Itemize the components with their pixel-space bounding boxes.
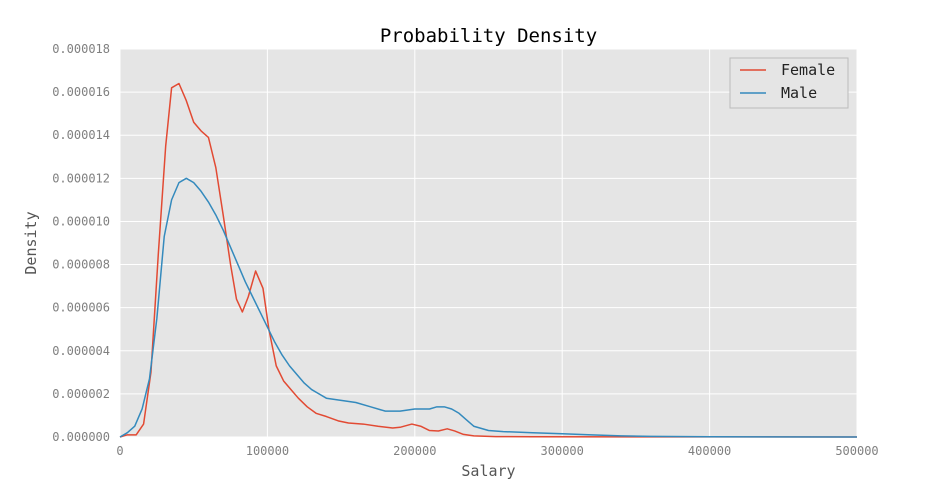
x-tick-label: 400000 [688,444,731,458]
y-tick-label: 0.000012 [52,171,110,185]
x-tick-label: 200000 [393,444,436,458]
legend: Female Male [729,57,849,109]
y-tick-label: 0.000010 [52,214,110,228]
y-tick-label: 0.000002 [52,387,110,401]
y-tick-label: 0.000008 [52,258,110,272]
series-lines [119,82,858,438]
plot-area [120,49,857,437]
chart-title: Probability Density [380,25,597,47]
series-line-male [119,177,858,438]
x-tick-label: 500000 [835,444,878,458]
y-tick-label: 0.000006 [52,301,110,315]
x-tick-labels: 0 100000 200000 300000 400000 500000 [116,444,878,458]
series-line-female [119,82,858,438]
legend-label-male: Male [781,84,817,102]
y-tick-label: 0.000004 [52,344,110,358]
y-tick-label: 0.000014 [52,128,110,142]
y-tick-label: 0.000000 [52,430,110,444]
x-tick-label: 300000 [541,444,584,458]
y-axis-label: Density [22,211,40,274]
x-tick-label: 100000 [246,444,289,458]
grid-lines [119,48,858,438]
legend-box [729,57,849,109]
x-axis-label: Salary [461,462,515,480]
x-tick-label: 0 [116,444,123,458]
y-tick-labels: 0.000000 0.000002 0.000004 0.000006 0.000008… [52,42,110,444]
y-tick-label: 0.000016 [52,85,110,99]
y-tick-label: 0.000018 [52,42,110,56]
legend-label-female: Female [781,61,835,79]
